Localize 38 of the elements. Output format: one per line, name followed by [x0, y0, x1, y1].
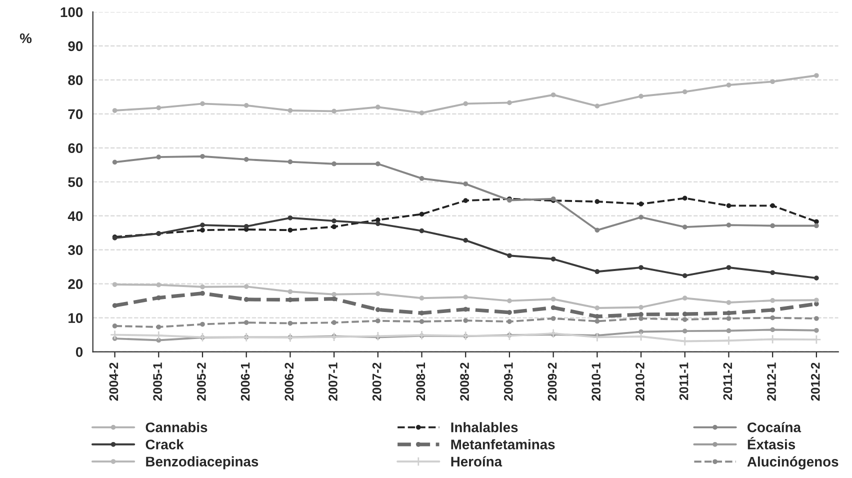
x-tick-label: 2006-1 [240, 362, 250, 401]
x-tick-label: 2011-2 [723, 362, 732, 400]
y-axis-title: % [20, 33, 32, 44]
x-tick-label: 2010-1 [592, 362, 601, 401]
x-tick-label: 2004-2 [109, 362, 118, 401]
y-tick-label: 40 [68, 211, 83, 222]
x-tick-label: 2007-1 [328, 362, 338, 401]
legend-label: Éxtasis [748, 436, 796, 450]
x-tick-label: 2012-1 [767, 362, 776, 401]
y-tick-label: 100 [60, 7, 83, 18]
x-tick-label: 2008-1 [416, 362, 426, 401]
legend-label: Metanfetaminas [451, 439, 555, 450]
y-tick-label: 0 [76, 347, 83, 357]
y-tick-label: 50 [68, 177, 83, 188]
legend-label: Benzodiacepinas [146, 456, 258, 470]
y-tick-label: 30 [68, 245, 83, 256]
legend-label: Alucinógenos [747, 456, 838, 470]
x-tick-label: 2005-2 [197, 362, 206, 401]
legend-label: Inhalables [451, 422, 518, 432]
x-tick-label: 2008-2 [460, 362, 469, 401]
y-tick-label: 80 [68, 75, 83, 86]
x-tick-label: 2012-2 [810, 362, 820, 401]
y-tick-label: 70 [68, 109, 83, 120]
legend-label: Cannabis [146, 422, 208, 432]
legend-label: Cocaína [748, 422, 802, 432]
y-tick-label: 10 [68, 313, 83, 323]
x-tick-label: 2006-2 [284, 362, 294, 401]
x-tick-label: 2009-2 [548, 362, 557, 401]
x-tick-label: 2010-2 [636, 362, 644, 401]
x-tick-label: 2005-1 [153, 362, 162, 401]
legend-label: Heroína [451, 456, 502, 467]
y-tick-label: 60 [68, 143, 83, 154]
y-tick-label: 90 [68, 41, 83, 52]
y-tick-label: 20 [68, 279, 83, 290]
legend-label: Crack [146, 439, 184, 450]
x-tick-label: 2007-2 [372, 362, 382, 401]
x-tick-label: 2011-1 [679, 362, 688, 400]
x-tick-label: 2009-1 [504, 362, 513, 401]
